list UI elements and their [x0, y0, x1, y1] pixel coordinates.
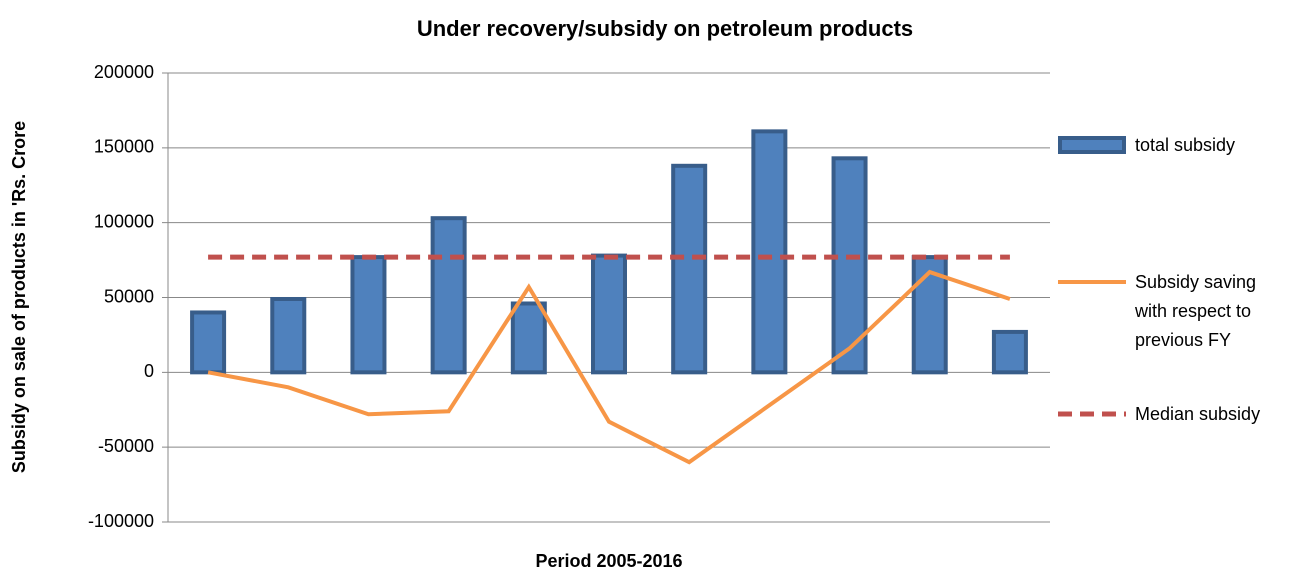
- bar: [991, 329, 1028, 375]
- chart-title: Under recovery/subsidy on petroleum prod…: [417, 16, 913, 41]
- y-tick-label: -50000: [98, 436, 154, 456]
- legend-swatch: [1058, 136, 1126, 154]
- y-tick-label: 0: [144, 361, 154, 381]
- legend-label: Subsidy saving with respect to previous …: [1135, 272, 1257, 350]
- bar: [751, 129, 788, 375]
- y-tick-label: 200000: [94, 62, 154, 82]
- bar: [510, 301, 547, 375]
- legend-label: Median subsidy: [1135, 404, 1261, 424]
- bar: [671, 163, 708, 375]
- bar: [350, 255, 387, 375]
- y-tick-label: -100000: [88, 511, 154, 531]
- y-axis-label: Subsidy on sale of products in 'Rs. Cror…: [9, 121, 29, 473]
- bar: [270, 296, 307, 375]
- bar: [190, 310, 227, 375]
- legend-label: total subsidy: [1135, 135, 1236, 155]
- y-tick-label: 150000: [94, 137, 154, 157]
- bar: [591, 253, 627, 375]
- x-axis-label: Period 2005-2016: [535, 551, 682, 571]
- y-tick-label: 50000: [104, 286, 154, 306]
- line: [207, 269, 1011, 465]
- bar: [430, 216, 467, 375]
- y-tick-label: 100000: [94, 211, 154, 231]
